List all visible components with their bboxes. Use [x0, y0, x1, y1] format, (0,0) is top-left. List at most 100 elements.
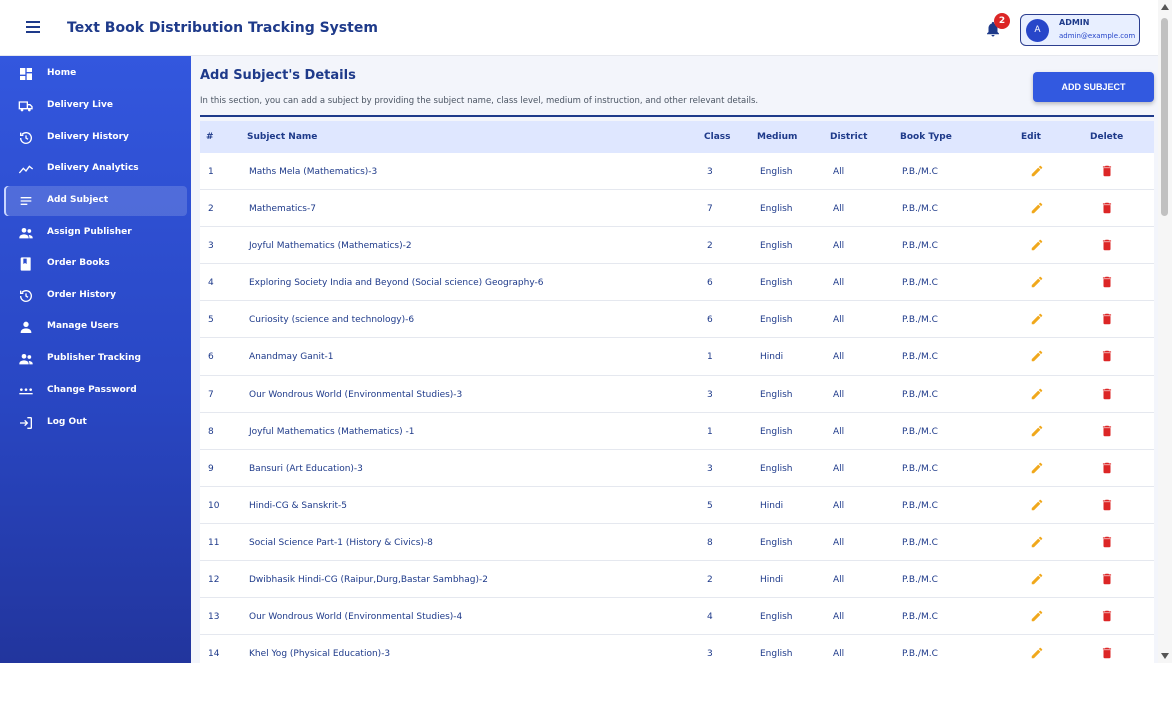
delete-trash-icon[interactable]: [1100, 387, 1114, 401]
cell-book-type: P.B./M.C: [902, 167, 938, 177]
sidebar-item-delivery-history[interactable]: Delivery History: [4, 123, 187, 153]
table-row: 4 Exploring Society India and Beyond (Soc…: [200, 264, 1154, 302]
cell-subject-name: Social Science Part-1 (History & Civics)…: [249, 537, 433, 548]
cell-subject-name: Joyful Mathematics (Mathematics)-2: [249, 241, 412, 252]
cell-book-type: P.B./M.C: [902, 575, 938, 586]
notification-badge: 2: [994, 13, 1010, 29]
cell-medium: English: [760, 278, 793, 289]
cell-subject-name: Dwibhasik Hindi-CG (Raipur,Durg,Bastar S…: [249, 575, 488, 586]
column-header-subject-name: Subject Name: [247, 132, 318, 142]
delete-trash-icon[interactable]: [1100, 498, 1114, 512]
table-row: 5 Curiosity (science and technology)-6 6 En…: [200, 301, 1154, 339]
table-row: 14 Khel Yog (Physical Education)-3 3 Englis…: [200, 635, 1154, 663]
edit-pencil-icon[interactable]: [1030, 572, 1044, 586]
edit-pencil-icon[interactable]: [1030, 609, 1044, 623]
delete-trash-icon[interactable]: [1100, 164, 1114, 178]
table-row: 6 Anandmay Ganit-1 1 Hindi All P.B./M.C: [200, 338, 1154, 376]
cell-class: 3: [707, 649, 713, 660]
cell-class: 3: [707, 463, 713, 474]
edit-pencil-icon[interactable]: [1030, 238, 1044, 252]
delete-trash-icon[interactable]: [1100, 424, 1114, 438]
edit-pencil-icon[interactable]: [1030, 498, 1044, 512]
logout-icon: [20, 417, 32, 429]
cell-district: All: [833, 612, 845, 623]
cell-district: All: [833, 278, 845, 289]
sidebar-item-label: Change Password: [47, 385, 137, 395]
delete-trash-icon[interactable]: [1100, 535, 1114, 549]
avatar: A: [1026, 19, 1049, 42]
sidebar-item-label: Delivery History: [47, 132, 129, 142]
cell-subject-name: Mathematics-7: [249, 204, 316, 215]
delete-trash-icon[interactable]: [1100, 646, 1114, 660]
cell-medium: Hindi: [760, 500, 784, 511]
sidebar-item-label: Order Books: [47, 258, 110, 268]
sidebar: Home Delivery Live Delivery History Deli…: [0, 56, 191, 663]
cell-subject-name: Maths Mela (Mathematics)-3: [249, 167, 378, 177]
table-row: 3 Joyful Mathematics (Mathematics)-2 2 Engl…: [200, 227, 1154, 265]
add-subject-button[interactable]: ADD SUBJECT: [1033, 72, 1154, 102]
scrollbar-thumb[interactable]: [1161, 18, 1168, 216]
cell-book-type: P.B./M.C: [902, 204, 938, 215]
sidebar-item-label: Manage Users: [47, 321, 119, 331]
hamburger-menu-icon[interactable]: [22, 18, 44, 38]
cell-number: 14: [208, 649, 220, 660]
cell-book-type: P.B./M.C: [902, 426, 938, 437]
cell-class: 3: [707, 167, 713, 177]
edit-pencil-icon[interactable]: [1030, 275, 1044, 289]
page-scrollbar[interactable]: [1158, 0, 1172, 663]
sidebar-item-order-history[interactable]: Order History: [4, 281, 187, 311]
scroll-down-arrow-icon[interactable]: [1161, 653, 1169, 659]
delete-trash-icon[interactable]: [1100, 312, 1114, 326]
sidebar-item-delivery-live[interactable]: Delivery Live: [4, 91, 187, 121]
edit-pencil-icon[interactable]: [1030, 312, 1044, 326]
edit-pencil-icon[interactable]: [1030, 164, 1044, 178]
edit-pencil-icon[interactable]: [1030, 461, 1044, 475]
cell-district: All: [833, 575, 845, 586]
cell-number: 2: [208, 204, 214, 215]
delete-trash-icon[interactable]: [1100, 238, 1114, 252]
sidebar-item-log-out[interactable]: Log Out: [4, 408, 187, 438]
column-header-class: Class: [704, 132, 731, 142]
cell-medium: English: [760, 426, 793, 437]
cell-book-type: P.B./M.C: [902, 463, 938, 474]
delete-trash-icon[interactable]: [1100, 609, 1114, 623]
edit-pencil-icon[interactable]: [1030, 535, 1044, 549]
cell-medium: English: [760, 612, 793, 623]
cell-number: 8: [208, 426, 214, 437]
page-title: Add Subject's Details: [200, 68, 356, 83]
subjects-table: # Subject Name Class Medium District Boo…: [200, 121, 1154, 663]
delete-trash-icon[interactable]: [1100, 461, 1114, 475]
sidebar-item-order-books[interactable]: Order Books: [4, 249, 187, 279]
delete-trash-icon[interactable]: [1100, 275, 1114, 289]
delete-trash-icon[interactable]: [1100, 349, 1114, 363]
table-row: 9 Bansuri (Art Education)-3 3 English All P.B…: [200, 449, 1154, 487]
cell-number: 9: [208, 463, 214, 474]
main-content: Add Subject's Details In this section, y…: [191, 56, 1158, 663]
column-header-book-type: Book Type: [900, 132, 952, 142]
sidebar-item-add-subject[interactable]: Add Subject: [4, 186, 187, 216]
table-row: 11 Social Science Part-1 (History & Civic…: [200, 523, 1154, 562]
delete-trash-icon[interactable]: [1100, 201, 1114, 215]
cell-medium: English: [760, 649, 793, 660]
table-row: 2 Mathematics-7 7 English All P.B./M.C: [200, 190, 1154, 228]
delete-trash-icon[interactable]: [1100, 572, 1114, 586]
sidebar-item-manage-users[interactable]: Manage Users: [4, 312, 187, 342]
edit-pencil-icon[interactable]: [1030, 201, 1044, 215]
edit-pencil-icon[interactable]: [1030, 424, 1044, 438]
sidebar-item-publisher-tracking[interactable]: Publisher Tracking: [4, 344, 187, 374]
edit-pencil-icon[interactable]: [1030, 387, 1044, 401]
edit-pencil-icon[interactable]: [1030, 349, 1044, 363]
table-row: 1 Maths Mela (Mathematics)-3 3 English All P.…: [200, 153, 1154, 191]
edit-pencil-icon[interactable]: [1030, 646, 1044, 660]
list-icon: [20, 197, 32, 205]
cell-book-type: P.B./M.C: [902, 241, 938, 252]
cell-medium: Hindi: [760, 575, 784, 586]
sidebar-item-label: Publisher Tracking: [47, 353, 141, 363]
sidebar-item-delivery-analytics[interactable]: Delivery Analytics: [4, 154, 187, 184]
sidebar-item-change-password[interactable]: Change Password: [4, 376, 187, 406]
scroll-up-arrow-icon[interactable]: [1161, 4, 1169, 10]
column-header-number: #: [206, 132, 214, 142]
sidebar-item-assign-publisher[interactable]: Assign Publisher: [4, 218, 187, 248]
sidebar-item-home[interactable]: Home: [4, 59, 187, 89]
user-profile-button[interactable]: A ADMIN admin@example.com: [1020, 14, 1140, 46]
